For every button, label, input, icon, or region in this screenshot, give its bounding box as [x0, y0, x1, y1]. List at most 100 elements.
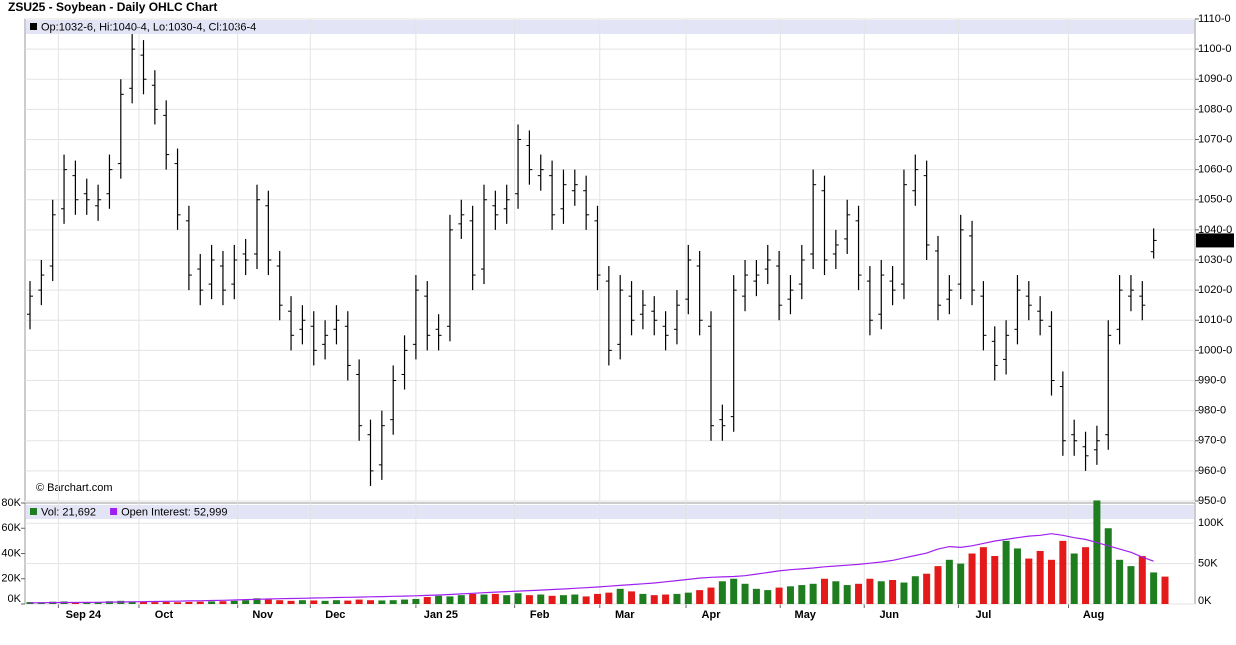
- y-tick-label: 980-0: [1198, 405, 1226, 417]
- volume-bar: [208, 601, 216, 604]
- legend-swatch: [30, 23, 37, 30]
- last-price-box: [1196, 233, 1234, 248]
- x-tick-label: Jan 25: [424, 609, 458, 621]
- volume-bar: [1036, 550, 1044, 604]
- x-tick-label: Jul: [975, 609, 991, 621]
- volume-bar: [344, 600, 352, 604]
- volume-bar: [367, 600, 374, 604]
- volume-bar: [764, 590, 772, 604]
- volume-bar: [934, 566, 942, 604]
- volume-bar: [128, 601, 136, 604]
- volume-bar: [628, 591, 636, 604]
- volume-bar: [26, 602, 34, 604]
- volume-bar: [219, 601, 227, 604]
- volume-bar: [582, 596, 590, 604]
- volume-bar: [401, 599, 409, 604]
- volume-bar: [843, 585, 851, 604]
- y2-tick-label: 50K: [1198, 558, 1218, 570]
- volume-bar: [435, 595, 443, 604]
- y-tick-label: 1040-0: [1198, 224, 1232, 236]
- volume-bar: [1116, 559, 1124, 604]
- volume-bar: [889, 580, 897, 604]
- volume-bar: [1138, 556, 1146, 604]
- volume-bar: [412, 598, 420, 604]
- volume-bar: [276, 600, 284, 604]
- volume-bar: [798, 585, 806, 604]
- volume-bar: [1150, 572, 1158, 604]
- volume-bar: [310, 600, 318, 604]
- y2-tick-label: 0K: [1198, 595, 1212, 607]
- volume-bar: [605, 592, 613, 604]
- volume-bar: [968, 553, 976, 604]
- volume-bar: [707, 587, 715, 604]
- x-tick-label: Oct: [155, 609, 174, 621]
- volume-bar: [548, 595, 556, 604]
- volume-bar: [559, 595, 567, 604]
- y-tick-label: 970-0: [1198, 435, 1226, 447]
- volume-bar: [298, 600, 306, 604]
- volume-bar: [151, 602, 159, 604]
- volume-bar: [321, 600, 329, 604]
- x-tick-label: Dec: [325, 609, 345, 621]
- volume-bar: [809, 583, 817, 604]
- y-tick-label: 80K: [1, 497, 21, 509]
- volume-bar: [423, 597, 431, 604]
- open-interest-line: [29, 533, 1154, 604]
- volume-bar: [446, 596, 454, 604]
- legend-label: Vol: 21,692: [41, 506, 96, 518]
- last-price-label: 1036-4: [1198, 234, 1232, 246]
- legend-swatch: [30, 508, 37, 515]
- x-tick-label: Nov: [252, 609, 274, 621]
- volume-bar: [140, 601, 147, 604]
- volume-bar: [866, 578, 874, 604]
- y-tick-label: 1030-0: [1198, 254, 1232, 266]
- legend-label: Open Interest: 52,999: [121, 506, 227, 518]
- volume-bar: [332, 600, 340, 604]
- volume-bar: [616, 588, 624, 604]
- y-tick-label: 1010-0: [1198, 314, 1232, 326]
- y-tick-label: 950-0: [1198, 495, 1226, 507]
- volume-bar: [639, 593, 647, 604]
- volume-bar: [264, 599, 272, 604]
- volume-bar: [877, 581, 885, 604]
- x-tick-label: Feb: [530, 609, 550, 621]
- volume-bar: [741, 583, 749, 604]
- y-tick-label: 0K: [8, 593, 22, 605]
- volume-bar: [900, 582, 908, 604]
- y-tick-label: 1020-0: [1198, 284, 1232, 296]
- y-tick-label: 1000-0: [1198, 344, 1232, 356]
- y-tick-label: 1100-0: [1198, 43, 1231, 55]
- y-tick-label: 1110-0: [1198, 13, 1231, 25]
- volume-bar: [83, 602, 91, 604]
- labels: 950-0 960-0 970-0 980-0 990-0 1000-0 1010-0 102…: [1, 13, 1234, 621]
- volume-bar: [911, 576, 919, 604]
- volume-bar: [923, 573, 931, 604]
- volume-bar: [242, 600, 250, 604]
- volume-bar: [1002, 540, 1010, 604]
- volume-bar: [1013, 548, 1021, 604]
- volume-bar: [979, 547, 987, 604]
- volume-bar: [594, 593, 601, 604]
- volume-bar: [673, 593, 681, 604]
- volume-bar: [786, 586, 794, 604]
- volume-bar: [855, 583, 863, 604]
- y-tick-label: 1050-0: [1198, 194, 1232, 206]
- volume-bar: [1070, 553, 1078, 604]
- volume-bar: [832, 581, 840, 604]
- x-tick-label: May: [795, 609, 817, 621]
- source: © Barchart.com: [36, 482, 113, 494]
- volume-bar: [1127, 566, 1135, 604]
- y-tick-label: 990-0: [1198, 374, 1226, 386]
- volume-bar: [503, 595, 511, 604]
- volume-bar: [945, 559, 953, 604]
- volume-bar: [253, 598, 261, 604]
- volume-bar: [957, 563, 965, 604]
- legend-swatch: [110, 508, 118, 515]
- volume-bar: [1104, 528, 1112, 604]
- volume-bar: [185, 601, 193, 604]
- x-tick-label: Jun: [879, 609, 899, 621]
- volume-bar: [162, 601, 170, 604]
- volume-bar: [775, 587, 783, 604]
